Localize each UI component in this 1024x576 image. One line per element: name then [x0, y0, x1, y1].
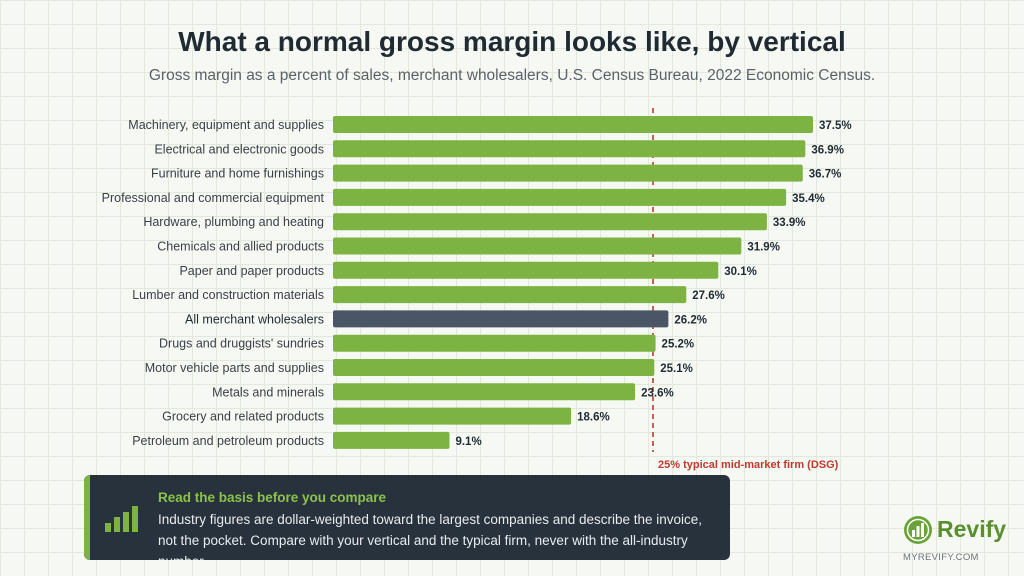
category-label: Furniture and home furnishings [151, 167, 324, 181]
callout-accent-bar [84, 475, 90, 560]
value-label: 25.1% [660, 363, 693, 375]
value-label: 18.6% [577, 412, 610, 424]
category-label: Motor vehicle parts and supplies [145, 361, 324, 375]
value-label: 36.9% [811, 144, 844, 156]
category-label: Hardware, plumbing and heating [143, 215, 324, 229]
revify-logo-icon [904, 516, 932, 544]
category-label: Professional and commercial equipment [102, 191, 325, 205]
bar [333, 286, 687, 304]
bar [333, 407, 572, 425]
category-label: Chemicals and allied products [157, 240, 324, 254]
reference-line-label: 25% typical mid-market firm (DSG) [658, 459, 839, 471]
category-label: Lumber and construction materials [132, 288, 324, 302]
bar [333, 383, 636, 401]
bar [333, 213, 767, 231]
bar [333, 431, 450, 449]
value-label: 31.9% [747, 242, 780, 254]
chart-subtitle: Gross margin as a percent of sales, merc… [148, 67, 876, 84]
bar [333, 140, 806, 158]
info-callout: Read the basis before you compare Indust… [84, 475, 730, 560]
category-label: Grocery and related products [162, 410, 324, 424]
value-label: 26.2% [674, 314, 707, 326]
bar [333, 116, 813, 133]
bar-chart: Machinery, equipment and supplies 37.5% El… [102, 108, 852, 471]
callout-body: Industry figures are dollar-weighted tow… [158, 512, 703, 560]
bar-chart-icon [105, 506, 138, 532]
value-label: 33.9% [773, 217, 806, 229]
bar [333, 188, 787, 206]
value-label: 30.1% [724, 266, 757, 278]
category-label: Machinery, equipment and supplies [128, 118, 324, 132]
chart-title: What a normal gross margin looks like, b… [178, 26, 846, 57]
bar [333, 359, 655, 376]
value-label: 27.6% [692, 290, 725, 302]
category-label: All merchant wholesalers [185, 312, 324, 326]
brand[interactable]: Revify [903, 514, 1007, 548]
value-label: 23.6% [641, 387, 674, 399]
category-label: Drugs and druggists' sundries [159, 337, 324, 351]
value-label: 35.4% [792, 193, 825, 205]
category-label: Paper and paper products [179, 264, 324, 278]
bar-highlight [333, 310, 669, 328]
bar [333, 237, 742, 255]
category-label: Metals and minerals [212, 385, 324, 399]
category-label: Petroleum and petroleum products [132, 434, 324, 448]
brand-url[interactable]: MYREVIFY.COM [903, 552, 979, 563]
value-label: 36.7% [809, 169, 842, 181]
bar [333, 334, 656, 352]
brand-name: Revify [937, 516, 1007, 542]
value-label: 25.2% [662, 339, 695, 351]
value-label: 9.1% [455, 436, 481, 448]
category-label: Electrical and electronic goods [154, 142, 324, 156]
bar [333, 261, 719, 279]
value-label: 37.5% [819, 120, 852, 132]
bar [333, 164, 803, 182]
callout-title: Read the basis before you compare [158, 490, 387, 505]
